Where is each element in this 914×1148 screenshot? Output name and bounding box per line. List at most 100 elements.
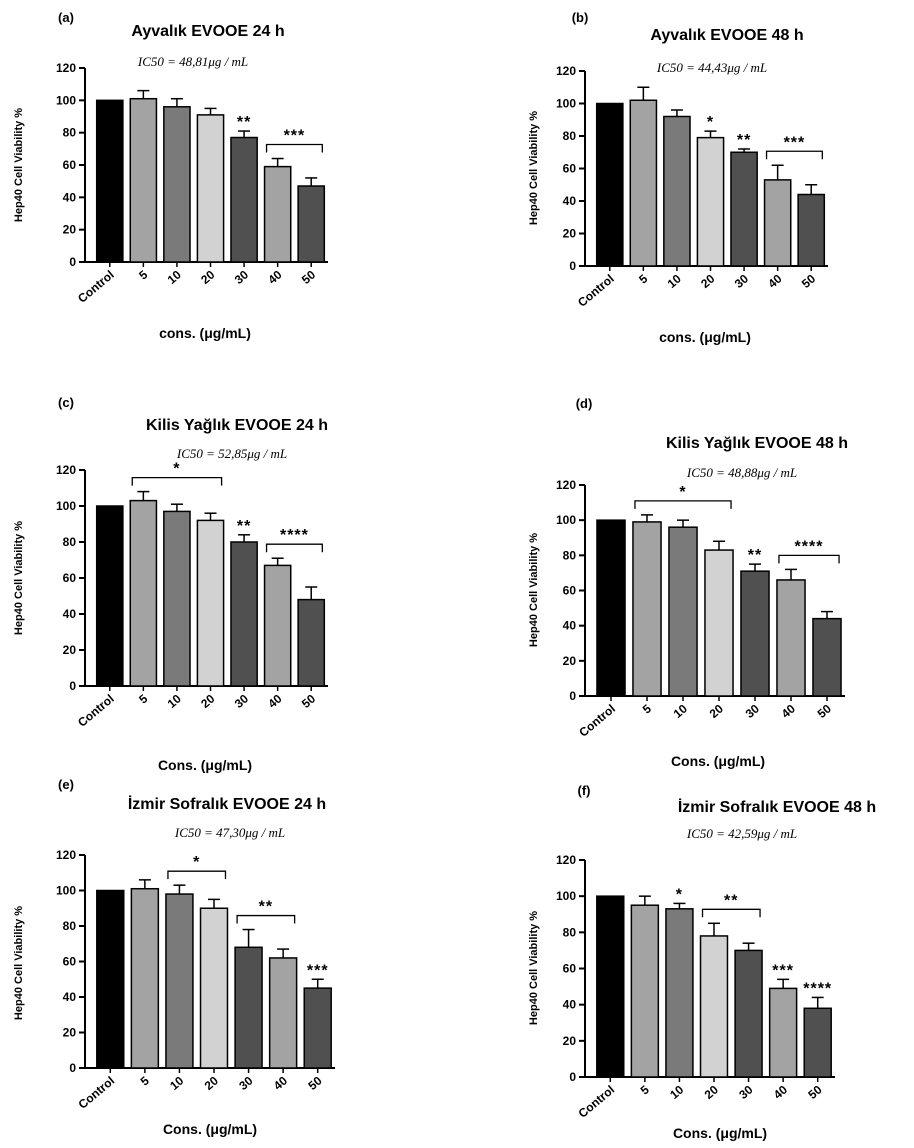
panel-c-bar-20 bbox=[196, 519, 225, 687]
panel-c-bar-40 bbox=[263, 564, 292, 687]
panel-e-significance-30-40: ** bbox=[259, 899, 273, 916]
panel-b-x-tick-label-30: 30 bbox=[732, 271, 751, 291]
panel-b-y-tick-label: 60 bbox=[563, 162, 577, 176]
panel-e-y-tick-label: 60 bbox=[63, 955, 77, 969]
panel-e-x-tick-label-50: 50 bbox=[305, 1073, 324, 1093]
panel-a-y-tick-label: 80 bbox=[63, 126, 77, 140]
panel-c-letter: (c) bbox=[58, 395, 74, 410]
panel-b-letter: (b) bbox=[572, 10, 589, 25]
panel-d-y-tick-label: 20 bbox=[563, 654, 577, 668]
panel-d-significance-30: ** bbox=[748, 547, 762, 564]
panel-a-bar-30 bbox=[230, 136, 258, 263]
panel-d-bar-5 bbox=[632, 521, 662, 697]
panel-e-letter: (e) bbox=[58, 777, 74, 792]
panel-d-y-tick-label: 60 bbox=[563, 584, 577, 598]
panel-b-title: Ayvalık EVOOE 48 h bbox=[650, 27, 803, 44]
panel-f-x-tick-label-Control: Control bbox=[576, 1083, 618, 1121]
panel-f-bar-5 bbox=[630, 904, 660, 1078]
panel-c-y-tick-label: 40 bbox=[63, 607, 77, 621]
panel-d-y-tick-label: 100 bbox=[556, 513, 576, 527]
panel-a-bar-20 bbox=[196, 114, 225, 263]
panel-c-bar-30 bbox=[230, 541, 258, 687]
panel-c-x-tick-label-30: 30 bbox=[232, 691, 251, 711]
panel-c-bar-10 bbox=[163, 510, 191, 687]
panel-e-significance-50: *** bbox=[307, 962, 329, 979]
panel-d-letter: (d) bbox=[576, 396, 593, 411]
panel-d-x-tick-label-40: 40 bbox=[779, 701, 798, 721]
panel-b-bar-Control bbox=[595, 102, 624, 267]
panel-b-y-tick-label: 120 bbox=[556, 64, 576, 78]
panel-f-bar-10 bbox=[665, 908, 694, 1078]
panel-c-x-axis-label: Cons. (μg/mL) bbox=[158, 757, 252, 773]
panel-b-y-tick-label: 40 bbox=[563, 194, 577, 208]
panel-e-bar-10 bbox=[165, 893, 194, 1069]
panel-a-y-tick-label: 20 bbox=[63, 223, 77, 237]
panel-c-x-tick-label-5: 5 bbox=[136, 691, 150, 706]
panel-a-y-axis-label: Hep40 Cell Viability % bbox=[13, 108, 25, 222]
panel-a-y-tick-label: 40 bbox=[63, 190, 77, 204]
panel-e-x-tick-label-10: 10 bbox=[167, 1073, 186, 1093]
panel-a-bar-Control bbox=[95, 99, 124, 263]
panel-b-x-tick-label-10: 10 bbox=[665, 271, 684, 291]
panel-c-chart: (c) Kilis Yağlık EVOOE 24 h IC50 = 52,85μg… bbox=[13, 395, 328, 773]
panel-b-bar-10 bbox=[663, 115, 691, 267]
panel-f-significance-50: **** bbox=[803, 980, 832, 997]
panel-c-y-tick-label: 100 bbox=[56, 499, 76, 513]
panel-a-letter: (a) bbox=[58, 10, 74, 25]
panel-c-y-tick-label: 20 bbox=[63, 643, 77, 657]
panel-f-significance-20-30: ** bbox=[724, 892, 738, 909]
panel-c-bracket-40-50 bbox=[265, 543, 323, 553]
panel-d-significance-5-20: * bbox=[679, 484, 686, 501]
panel-f-x-tick-label-10: 10 bbox=[667, 1082, 686, 1102]
panel-e-chart: (e) İzmir Sofralık EVOOE 24 h IC50 = 47,30… bbox=[13, 777, 335, 1137]
panel-e-y-tick-label: 40 bbox=[63, 990, 77, 1004]
panel-f-y-axis-label: Hep40 Cell Viability % bbox=[528, 911, 540, 1025]
panel-d-y-tick-label: 40 bbox=[563, 619, 577, 633]
panel-d-x-tick-label-Control: Control bbox=[576, 702, 618, 740]
panel-d-bar-40 bbox=[776, 579, 806, 697]
panel-e-y-tick-label: 100 bbox=[56, 884, 76, 898]
panel-f-bracket-20-30 bbox=[701, 908, 761, 918]
panel-d-x-axis-label: Cons. (μg/mL) bbox=[671, 753, 765, 769]
panel-d-y-tick-label: 120 bbox=[556, 478, 576, 492]
panel-c-ic50-label: IC50 = 52,85μg / mL bbox=[176, 446, 287, 461]
panel-e-bar-50 bbox=[303, 987, 332, 1069]
panel-c-y-axis-label: Hep40 Cell Viability % bbox=[13, 521, 25, 635]
panel-b-bar-40 bbox=[763, 179, 792, 267]
panel-b-x-tick-label-40: 40 bbox=[765, 271, 784, 291]
panel-e-bar-20 bbox=[199, 907, 229, 1069]
panel-c-bracket-5-20 bbox=[131, 476, 223, 486]
panel-a-y-tick-label: 100 bbox=[56, 93, 76, 107]
panel-c-x-tick-label-40: 40 bbox=[265, 691, 284, 711]
panel-e-y-tick-label: 20 bbox=[63, 1026, 77, 1040]
panel-c-x-tick-label-Control: Control bbox=[75, 692, 117, 730]
panel-f-x-tick-label-20: 20 bbox=[702, 1082, 721, 1102]
panel-e-y-tick-label: 0 bbox=[69, 1061, 76, 1075]
panel-f-bar-50 bbox=[803, 1007, 832, 1078]
panel-f-bar-20 bbox=[699, 935, 729, 1078]
panel-f-significance-40: *** bbox=[772, 962, 794, 979]
panel-f-bar-30 bbox=[734, 949, 763, 1078]
panel-d-x-tick-label-10: 10 bbox=[671, 701, 690, 721]
panel-f-x-tick-label-5: 5 bbox=[638, 1082, 652, 1097]
panel-c-bar-50 bbox=[297, 598, 326, 687]
panel-a-bar-40 bbox=[263, 165, 292, 263]
panel-d-bar-30 bbox=[740, 570, 770, 697]
panel-a-y-tick-label: 0 bbox=[69, 255, 76, 269]
panel-e-ic50-label: IC50 = 47,30μg / mL bbox=[174, 825, 285, 840]
panel-e-bar-40 bbox=[268, 957, 298, 1069]
panel-f-x-tick-label-50: 50 bbox=[805, 1082, 824, 1102]
panel-c-significance-40-50: **** bbox=[280, 527, 309, 544]
panel-e-x-tick-label-20: 20 bbox=[202, 1073, 221, 1093]
panel-a-bar-50 bbox=[297, 185, 326, 263]
panel-b-ic50-label: IC50 = 44,43μg / mL bbox=[656, 60, 767, 75]
panel-a-x-axis-label: cons. (μg/mL) bbox=[159, 325, 251, 341]
panel-d-y-axis-label: Hep40 Cell Viability % bbox=[528, 533, 540, 647]
panel-c-bar-Control bbox=[95, 505, 124, 687]
panel-a-chart: (a) Ayvalık EVOOE 24 h IC50 = 48,81μg / mL… bbox=[13, 10, 328, 341]
panel-b-bar-20 bbox=[696, 136, 725, 267]
panel-e-bracket-30-40 bbox=[236, 914, 296, 924]
panel-e-y-axis-label: Hep40 Cell Viability % bbox=[13, 906, 25, 1020]
panel-f-x-tick-label-40: 40 bbox=[771, 1082, 790, 1102]
panel-b-x-tick-label-20: 20 bbox=[698, 271, 717, 291]
